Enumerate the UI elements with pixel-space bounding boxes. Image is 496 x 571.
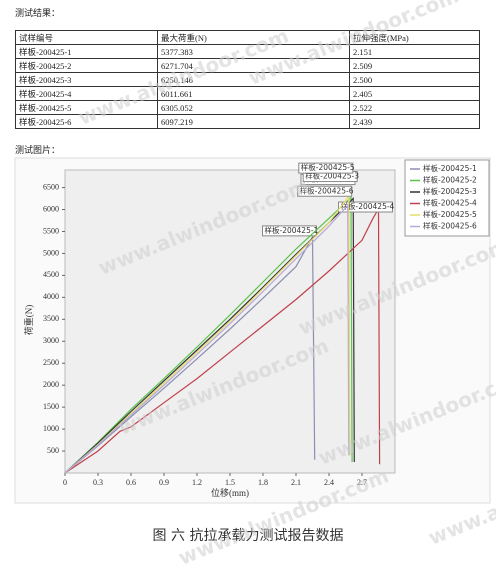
x-tick-label: 0.9 (159, 478, 169, 487)
watermark: www.alwindoor.com (95, 173, 312, 279)
y-tick-label: 5000 (43, 248, 59, 257)
table-cell: 5377.383 (157, 44, 350, 59)
annotation-box (338, 201, 393, 213)
table-cell: 6011.661 (157, 86, 350, 101)
annotation: 样板-200425-6 (300, 185, 354, 195)
legend-label: 样板-200425-6 (423, 221, 477, 231)
x-tick-label: 2.7 (357, 478, 367, 487)
chart-label: 测试图片： (15, 145, 61, 155)
watermark: www.alwindoor.com (175, 463, 392, 569)
table-cell: 2.522 (349, 100, 480, 115)
annotation-box (300, 174, 356, 186)
y-tick-label: 1500 (43, 402, 59, 411)
table-row: 样板-200425-1 5377.383 2.151 (15, 44, 480, 59)
table-cell: 样板-200425-4 (15, 86, 158, 101)
x-tick-label: 1.2 (192, 478, 202, 487)
y-tick-label: 2500 (43, 358, 59, 367)
watermark: www.alwindoor.com (295, 233, 496, 339)
annotation-box (262, 225, 317, 237)
series-line (64, 194, 351, 474)
annotation: 样板-200425-1 (265, 225, 319, 235)
table-cell: 2.439 (349, 114, 480, 129)
series-line (64, 203, 350, 474)
table-cell: 6305.052 (157, 100, 350, 115)
y-axis-label: 荷重(N) (23, 305, 34, 336)
series-line (64, 234, 316, 474)
table-cell: 样板-200425-3 (15, 72, 158, 87)
table-row: 样板-200425-3 6250.146 2.500 (15, 72, 480, 87)
table-cell: 样板-200425-1 (15, 44, 158, 59)
table-cell: 6250.146 (157, 72, 350, 87)
annotation: 样板-200425-3 (305, 171, 359, 181)
legend-box (404, 159, 490, 237)
y-tick-label: 5500 (43, 226, 59, 235)
table-cell: 2.500 (349, 72, 480, 87)
series-line (64, 197, 355, 474)
plot-area (64, 169, 396, 474)
legend-label: 样板-200425-1 (423, 163, 477, 173)
annotation: 样板-200425-4 (341, 201, 395, 211)
table-cell: 最大荷重(N) (157, 30, 350, 45)
annotation-box (302, 171, 358, 183)
table-cell: 2.151 (349, 44, 480, 59)
x-tick-label: 0.3 (93, 478, 103, 487)
y-tick-label: 1000 (43, 424, 59, 433)
table-cell: 6097.219 (157, 114, 350, 129)
legend-label: 样板-200425-3 (423, 186, 477, 196)
watermark: www.alwindoor.com (115, 333, 332, 439)
y-tick-label: 6500 (43, 182, 59, 191)
annotation: 样板-200425-2 (303, 174, 357, 184)
y-tick-label: 500 (47, 446, 59, 455)
caption: 图 六 抗拉承载力测试报告数据 (153, 528, 344, 544)
watermark: www.alwindoor.com (425, 443, 496, 549)
series-line (64, 196, 353, 474)
annotation: 样板-200425-5 (301, 162, 355, 172)
table-cell: 样板-200425-2 (15, 58, 158, 73)
y-tick-label: 4500 (43, 270, 59, 279)
x-tick-label: 0 (63, 478, 67, 487)
x-tick-label: 0.6 (126, 478, 136, 487)
annotation-box (297, 185, 353, 197)
table-row: 样板-200425-4 6011.661 2.405 (15, 86, 480, 101)
table-row: 样板-200425-5 6305.052 2.522 (15, 100, 480, 115)
table-cell: 拉伸强度(MPa) (349, 30, 480, 45)
results-table: 试样编号 最大荷重(N) 拉伸强度(MPa) 样板-200425-1 5377.383 2… (15, 30, 480, 129)
table-row: 样板-200425-6 6097.219 2.439 (15, 114, 480, 129)
series-line (64, 206, 381, 474)
legend-label: 样板-200425-5 (423, 209, 477, 219)
y-tick-label: 2000 (43, 380, 59, 389)
y-tick-label: 4000 (43, 292, 59, 301)
table-row: 试样编号 最大荷重(N) 拉伸强度(MPa) (15, 30, 480, 45)
annotation-box (298, 162, 354, 174)
legend-label: 样板-200425-2 (423, 175, 477, 185)
table-row: 样板-200425-2 6271.704 2.509 (15, 58, 480, 73)
y-tick-label: 6000 (43, 204, 59, 213)
x-axis-label: 位移(mm) (211, 487, 249, 498)
chart-frame (14, 157, 491, 504)
x-tick-label: 1.8 (258, 478, 268, 487)
y-tick-label: 3500 (43, 314, 59, 323)
table-cell: 2.405 (349, 86, 480, 101)
table-cell: 样板-200425-5 (15, 100, 158, 115)
x-tick-label: 1.5 (225, 478, 235, 487)
table-cell: 2.509 (349, 58, 480, 73)
table-cell: 试样编号 (15, 30, 158, 45)
y-tick-label: 3000 (43, 336, 59, 345)
x-tick-label: 2.1 (291, 478, 301, 487)
table-cell: 6271.704 (157, 58, 350, 73)
legend-label: 样板-200425-4 (423, 198, 477, 208)
results-label: 测试结果： (15, 8, 61, 18)
watermark: www.alwindoor.com (315, 363, 496, 469)
table-cell: 样板-200425-6 (15, 114, 158, 129)
x-tick-label: 2.4 (324, 478, 334, 487)
